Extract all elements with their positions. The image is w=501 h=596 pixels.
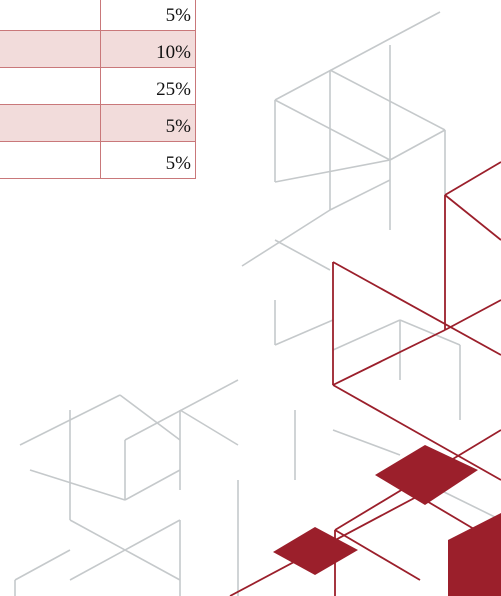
cell xyxy=(0,142,101,179)
red-shapes xyxy=(273,445,501,596)
cell xyxy=(0,0,101,31)
cell: 5% xyxy=(101,0,196,31)
table-row: 10% xyxy=(0,31,196,68)
cell: 5% xyxy=(101,142,196,179)
cell xyxy=(0,105,101,142)
table-row: 25% xyxy=(0,68,196,105)
cell xyxy=(0,68,101,105)
table: 5% 10% 25% 5% 5% xyxy=(0,0,196,179)
page: {"table": {"rows": ["5%", "10%", "25%", … xyxy=(0,0,501,596)
cell xyxy=(0,31,101,68)
cell: 25% xyxy=(101,68,196,105)
table-row: 5% xyxy=(0,105,196,142)
cell: 5% xyxy=(101,105,196,142)
table-row: 5% xyxy=(0,0,196,31)
table-row: 5% xyxy=(0,142,196,179)
cell: 10% xyxy=(101,31,196,68)
